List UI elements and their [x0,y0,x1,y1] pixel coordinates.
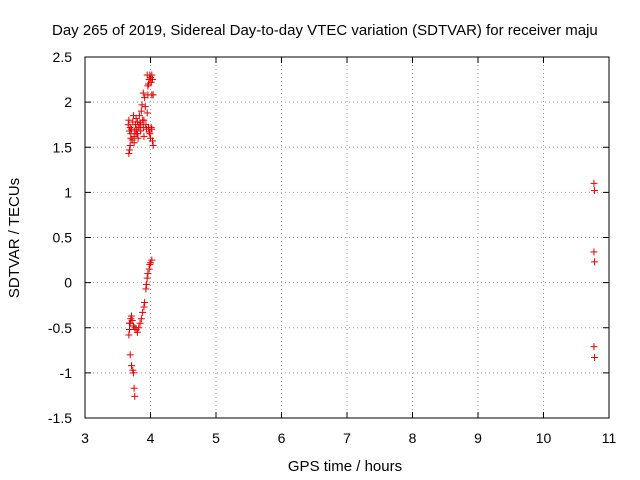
data-point [590,179,598,187]
data-point [143,109,151,117]
data-point [145,265,153,273]
data-point [135,324,143,332]
x-tick-label: 11 [602,430,617,446]
y-axis-label: SDTVAR / TECUs [6,178,23,298]
data-point [126,146,134,154]
data-point [130,139,138,147]
y-tick-label: 1 [64,184,72,200]
x-tick-label: 6 [278,430,286,446]
data-point [126,351,134,359]
data-point [136,319,144,327]
data-point [143,280,151,288]
x-tick-label: 3 [81,430,89,446]
data-point [148,137,156,145]
data-point [591,187,599,195]
data-point [137,119,145,127]
x-tick-label: 5 [212,430,220,446]
y-tick-label: -0.5 [48,320,72,336]
data-point [143,274,151,282]
data-point [148,256,156,264]
data-point [149,141,157,149]
data-point [139,308,147,316]
data-point [129,369,137,377]
y-tick-label: -1 [60,365,73,381]
x-tick-label: 7 [343,430,351,446]
x-tick-labels: 3 4 5 6 7 8 9 10 11 [81,430,616,446]
data-point [138,101,146,109]
y-tick-label: 0 [64,275,72,291]
x-tick-label: 8 [409,430,417,446]
data-point [133,328,141,336]
data-point [137,315,145,323]
data-point [590,248,598,256]
data-point [148,125,156,133]
data-point [131,392,139,400]
data-point [591,354,599,362]
data-point [591,258,599,266]
data-point [143,71,151,79]
data-point [128,362,136,370]
data-point [141,298,149,306]
grid-lines [85,57,609,418]
data-point [144,82,152,90]
y-tick-label: 2 [64,94,72,110]
data-point [141,103,149,111]
x-axis-label: GPS time / hours [288,458,402,475]
data-point [139,89,147,97]
y-tick-label: 1.5 [53,139,73,155]
data-point [132,130,140,138]
data-point [125,116,133,124]
data-point [590,343,598,351]
data-points [124,71,599,400]
data-point [129,322,137,330]
data-point [125,331,133,339]
data-point [134,134,142,142]
data-point [140,303,148,311]
data-point [130,384,138,392]
y-tick-label: 0.5 [53,230,73,246]
x-tick-label: 10 [536,430,552,446]
x-tick-label: 4 [147,430,155,446]
data-point [146,261,154,269]
data-point [140,132,148,140]
x-tick-label: 9 [474,430,482,446]
data-point [126,319,134,327]
data-point [126,141,134,149]
data-point [135,112,143,120]
plot-frame [84,56,610,419]
data-point [137,127,145,135]
data-point [126,326,134,334]
data-point [125,150,133,158]
chart-title: Day 265 of 2019, Sidereal Day-to-day VTE… [52,22,598,39]
y-tick-label: 2.5 [53,49,73,65]
data-point [146,130,154,138]
data-point [147,123,155,131]
y-tick-labels: -1.5 -1 -0.5 0 0.5 1 1.5 2 2.5 [48,49,72,426]
data-point [144,270,152,278]
data-point [128,312,136,320]
data-point [126,123,134,131]
data-point [142,285,150,293]
data-point [148,76,156,84]
data-point [149,91,157,99]
data-point [137,107,145,115]
y-tick-label: -1.5 [48,410,72,426]
